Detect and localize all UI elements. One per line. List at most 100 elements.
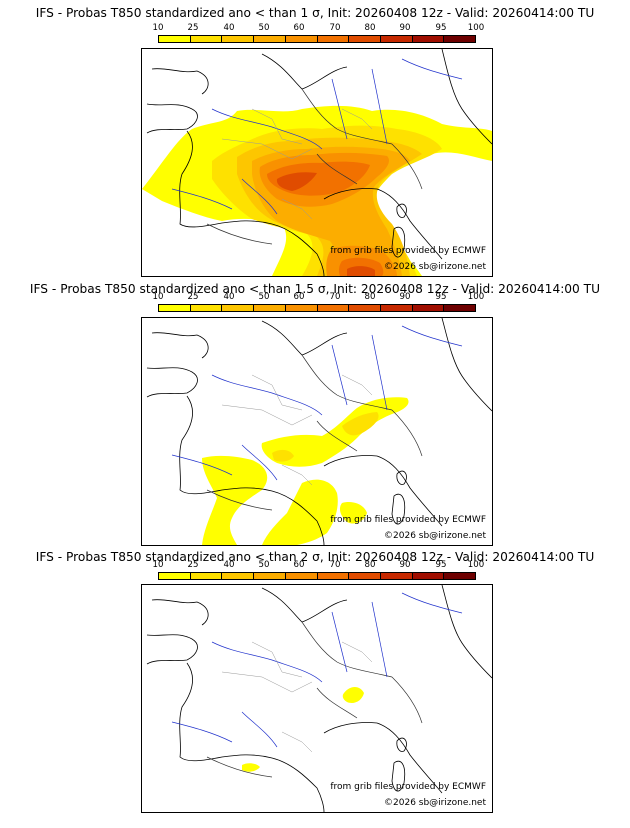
colorbar-swatch-90 <box>380 305 413 311</box>
colorbar-swatch-40 <box>222 305 255 311</box>
colorbar-swatch-95 <box>412 36 445 42</box>
colorbar-swatch-95 <box>412 305 445 311</box>
source-credit: from grib files provided by ECMWF <box>330 246 486 256</box>
colorbar <box>158 572 476 580</box>
source-credit: from grib files provided by ECMWF <box>330 515 486 525</box>
tick-label: 70 <box>329 23 341 33</box>
admin-borders <box>221 374 373 486</box>
probability-map: from grib files provided by ECMWF ©2026 … <box>141 584 493 813</box>
colorbar-swatch-10 <box>159 305 191 311</box>
tick-label: 70 <box>329 292 341 302</box>
prob-10 <box>342 687 364 703</box>
copyright-credit: ©2026 sb@irizone.net <box>384 262 486 272</box>
tick-label: 80 <box>364 292 376 302</box>
tick-label: 40 <box>223 560 235 570</box>
colorbar-swatch-25 <box>190 36 223 42</box>
tick-label: 60 <box>293 560 305 570</box>
colorbar-swatch-40 <box>222 573 255 579</box>
tick-label: 10 <box>152 292 164 302</box>
tick-label: 100 <box>467 292 485 302</box>
colorbar-swatch-25 <box>190 573 223 579</box>
colorbar-swatch-100 <box>444 36 476 42</box>
colorbar-swatch-80 <box>349 573 381 579</box>
admin-borders <box>221 108 373 220</box>
rivers <box>171 325 463 481</box>
admin-borders <box>221 641 373 753</box>
tick-label: 10 <box>152 560 164 570</box>
rivers <box>171 592 463 748</box>
probability-map: from grib files provided by ECMWF ©2026 … <box>141 48 493 277</box>
colorbar-swatch-10 <box>159 573 191 579</box>
coastlines <box>146 318 492 545</box>
colorbar-swatch-100 <box>444 573 476 579</box>
copyright-credit: ©2026 sb@irizone.net <box>384 798 486 808</box>
tick-label: 60 <box>293 23 305 33</box>
country-borders <box>206 88 423 245</box>
map-canvas <box>146 585 492 812</box>
tick-label: 90 <box>399 560 411 570</box>
colorbar-swatch-90 <box>380 36 413 42</box>
colorbar-swatch-70 <box>317 305 350 311</box>
tick-label: 25 <box>187 560 199 570</box>
colorbar-swatch-50 <box>254 305 286 311</box>
country-borders <box>206 621 423 778</box>
copyright-credit: ©2026 sb@irizone.net <box>384 531 486 541</box>
panel-title: IFS - Probas T850 standardized ano < tha… <box>35 550 595 564</box>
colorbar-swatch-60 <box>285 305 318 311</box>
coastlines <box>146 49 492 276</box>
tick-label: 40 <box>223 292 235 302</box>
colorbar-swatch-40 <box>222 36 255 42</box>
prob-25 <box>342 412 379 436</box>
colorbar-swatch-25 <box>190 305 223 311</box>
tick-label: 95 <box>435 23 447 33</box>
colorbar-swatch-70 <box>317 573 350 579</box>
panel-title: IFS - Probas T850 standardized ano < tha… <box>35 6 595 20</box>
probability-shading <box>142 105 492 276</box>
colorbar-swatch-60 <box>285 573 318 579</box>
prob-80b <box>347 266 375 276</box>
colorbar-swatch-70 <box>317 36 350 42</box>
map-canvas <box>146 318 492 545</box>
probability-shading <box>242 687 364 772</box>
tick-label: 10 <box>152 23 164 33</box>
colorbar <box>158 304 476 312</box>
prob-25b <box>272 449 294 462</box>
tick-label: 50 <box>258 23 270 33</box>
tick-label: 100 <box>467 560 485 570</box>
tick-label: 95 <box>435 560 447 570</box>
colorbar-swatch-60 <box>285 36 318 42</box>
colorbar-swatch-100 <box>444 305 476 311</box>
colorbar-swatch-10 <box>159 36 191 42</box>
tick-label: 90 <box>399 23 411 33</box>
prob-10c <box>262 479 338 545</box>
tick-label: 70 <box>329 560 341 570</box>
colorbar-ticks: 10 25 40 50 60 70 80 90 95 100 <box>153 560 485 570</box>
colorbar-ticks: 10 25 40 50 60 70 80 90 95 100 <box>153 23 485 33</box>
colorbar-swatch-80 <box>349 305 381 311</box>
rivers <box>171 58 463 215</box>
colorbar-swatch-50 <box>254 573 286 579</box>
colorbar-swatch-90 <box>380 573 413 579</box>
panel-title: IFS - Probas T850 standardized ano < tha… <box>29 282 601 296</box>
colorbar <box>158 35 476 43</box>
tick-label: 60 <box>293 292 305 302</box>
tick-label: 95 <box>435 292 447 302</box>
country-borders <box>206 354 423 511</box>
probability-map: from grib files provided by ECMWF ©2026 … <box>141 317 493 546</box>
tick-label: 25 <box>187 23 199 33</box>
prob-10b <box>242 763 260 772</box>
colorbar-swatch-95 <box>412 573 445 579</box>
tick-label: 90 <box>399 292 411 302</box>
source-credit: from grib files provided by ECMWF <box>330 782 486 792</box>
coastlines <box>146 585 492 812</box>
tick-label: 40 <box>223 23 235 33</box>
tick-label: 50 <box>258 560 270 570</box>
tick-label: 50 <box>258 292 270 302</box>
tick-label: 100 <box>467 23 485 33</box>
prob-10b <box>202 455 268 545</box>
probability-shading <box>202 397 409 545</box>
colorbar-swatch-80 <box>349 36 381 42</box>
colorbar-swatch-50 <box>254 36 286 42</box>
colorbar-ticks: 10 25 40 50 60 70 80 90 95 100 <box>153 292 485 302</box>
prob-80 <box>276 172 317 191</box>
